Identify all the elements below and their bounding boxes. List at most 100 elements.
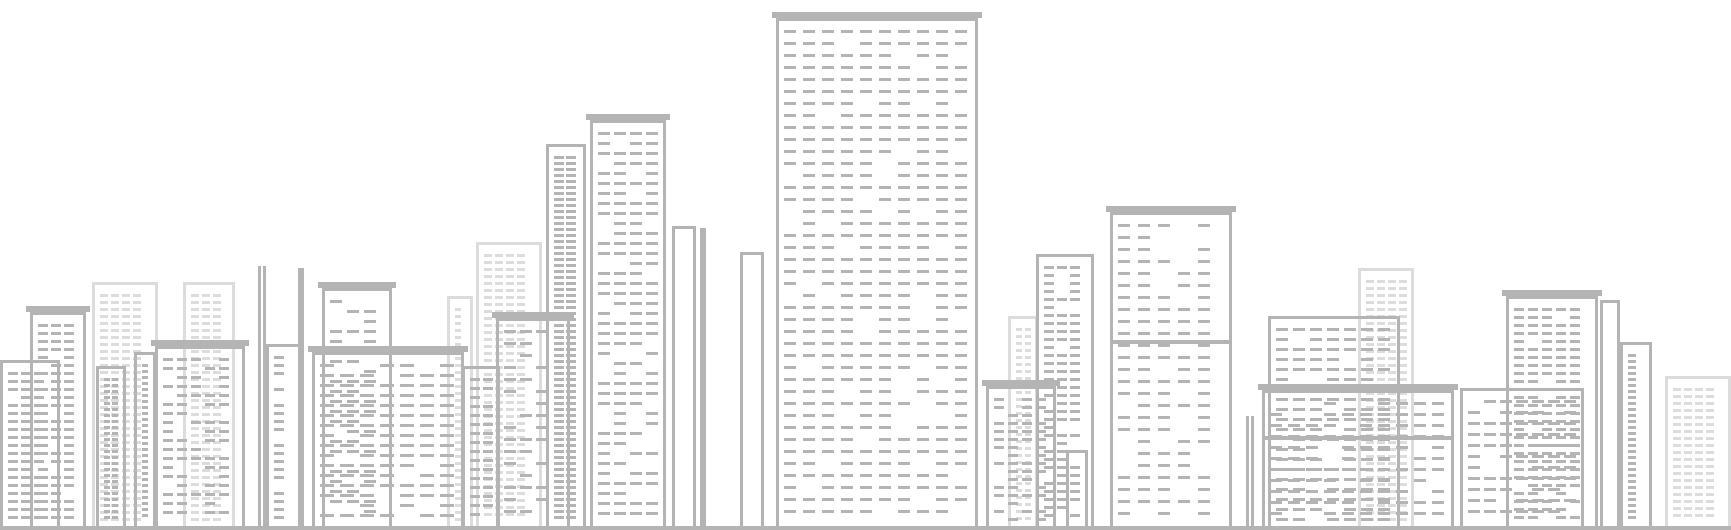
building-window: [646, 302, 658, 305]
building-window: [1514, 340, 1524, 343]
building-window: [111, 399, 119, 402]
building-window: [1414, 424, 1426, 427]
building-window: [1057, 370, 1067, 373]
building-window: [784, 390, 796, 393]
building-window: [1324, 490, 1336, 493]
building-window: [566, 204, 576, 207]
building-window: [100, 364, 108, 367]
building-window: [1270, 512, 1282, 515]
building-window: [1695, 500, 1703, 503]
building-window: [1070, 434, 1080, 437]
building-window: [1138, 452, 1150, 455]
building-window: [1036, 398, 1046, 401]
building-window: [1628, 432, 1636, 435]
building-window: [554, 390, 564, 393]
building-window: [822, 174, 834, 177]
building-window: [1324, 468, 1336, 471]
building-window: [1399, 315, 1407, 318]
building-window: [330, 360, 342, 363]
building-window: [646, 332, 658, 335]
building-window: [455, 455, 461, 458]
building-window: [879, 318, 891, 321]
building-window: [646, 232, 658, 235]
building-window: [163, 421, 173, 424]
building-window: [219, 376, 229, 379]
building-window: [554, 198, 564, 201]
building-window: [1198, 416, 1210, 419]
building-roof: [155, 346, 245, 349]
building-window: [646, 392, 658, 395]
building-window: [1695, 395, 1703, 398]
building-window: [1628, 516, 1636, 519]
building-window: [646, 142, 658, 145]
building-window: [1673, 479, 1681, 482]
building-window: [1468, 433, 1480, 436]
building-window: [1158, 452, 1170, 455]
building-window: [1044, 274, 1054, 277]
building-window: [1514, 308, 1524, 311]
building-window: [202, 336, 210, 339]
building-window: [111, 441, 119, 444]
building-window: [1542, 420, 1552, 423]
building-window: [1057, 330, 1067, 333]
building-window: [483, 441, 493, 444]
building-window: [400, 434, 414, 437]
building-window: [506, 352, 514, 355]
building-window: [879, 426, 891, 429]
building-window: [213, 322, 221, 325]
building-window: [955, 354, 967, 357]
building-window: [517, 478, 525, 481]
building-window: [1198, 356, 1210, 359]
building-window: [566, 306, 576, 309]
building-window: [1178, 284, 1190, 287]
building-window: [320, 444, 334, 447]
building-window: [133, 294, 141, 297]
building-window: [554, 366, 564, 369]
building-window: [506, 401, 514, 404]
building-window: [1361, 358, 1373, 361]
building-window: [1570, 308, 1580, 311]
building-window: [1198, 488, 1210, 491]
building-window: [614, 462, 626, 465]
building-window: [1556, 516, 1566, 519]
building-window: [484, 443, 492, 446]
building-window: [803, 126, 815, 129]
building-window: [202, 413, 210, 416]
building-window: [202, 469, 210, 472]
building-window: [1378, 518, 1390, 521]
building-window: [879, 342, 891, 345]
building-window: [841, 354, 853, 357]
building-window: [21, 492, 31, 495]
building-window: [646, 322, 658, 325]
building-window: [484, 492, 492, 495]
building-window: [955, 426, 967, 429]
building-window: [1198, 392, 1210, 395]
building-window: [274, 516, 284, 519]
building-wall: [663, 120, 666, 526]
building-window: [495, 310, 503, 313]
building-window: [1556, 404, 1566, 407]
building-window: [936, 186, 948, 189]
building-window: [177, 448, 187, 451]
building-window: [1008, 422, 1018, 425]
building-window: [1548, 433, 1560, 436]
building-window: [614, 292, 626, 295]
building-window: [191, 315, 199, 318]
building-window: [1542, 340, 1552, 343]
building-window: [64, 444, 74, 447]
building-window: [340, 484, 354, 487]
building-window: [51, 388, 61, 391]
building-window: [440, 444, 454, 447]
building-window: [917, 246, 929, 249]
building-window: [1344, 408, 1356, 411]
building-window: [517, 324, 525, 327]
building-window: [1070, 482, 1080, 485]
building-window: [1377, 364, 1385, 367]
building-window: [879, 42, 891, 45]
building-window: [784, 162, 796, 165]
building-window: [1684, 388, 1692, 391]
building-window: [1327, 498, 1339, 501]
building-window: [1532, 510, 1544, 513]
building-window: [955, 114, 967, 117]
building-wall: [1053, 386, 1056, 526]
